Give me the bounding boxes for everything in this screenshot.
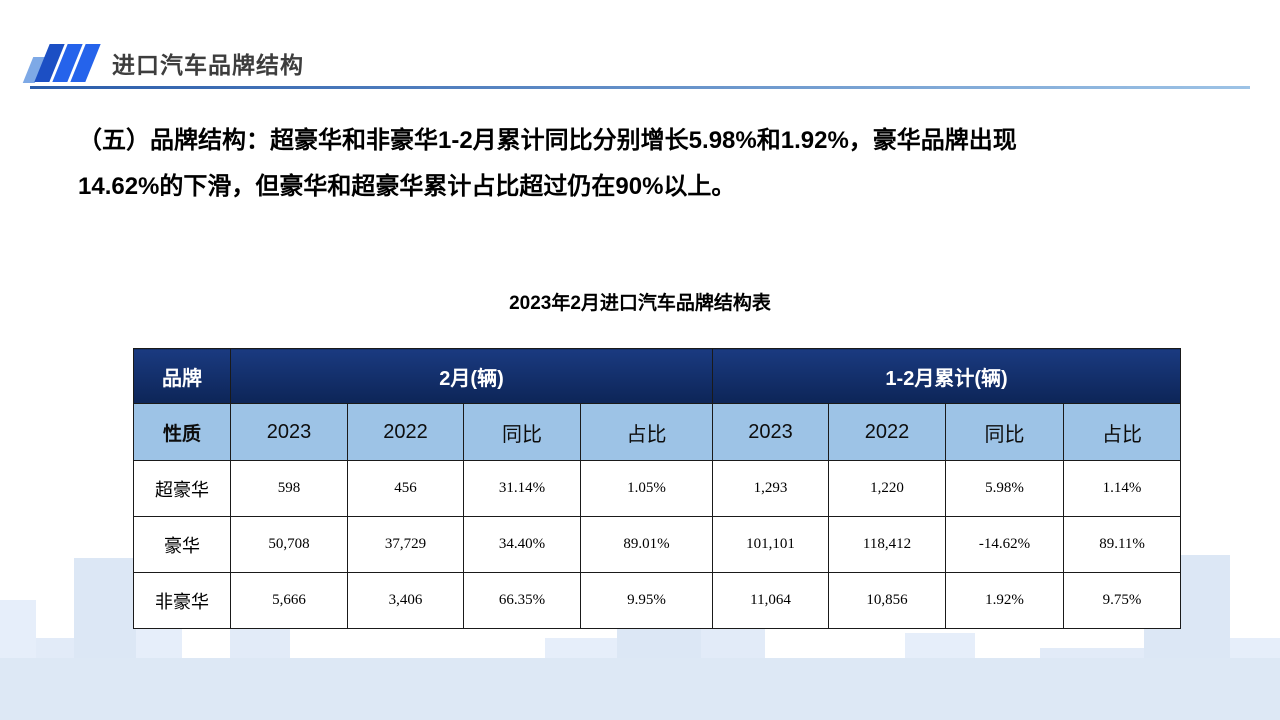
table-cell: 9.75% — [1063, 572, 1182, 629]
table-subheader-row: 性质 2023 2022 同比 占比 2023 2022 同比 占比 — [133, 403, 1182, 461]
header-divider — [30, 86, 1250, 89]
table-cell: 9.95% — [579, 572, 714, 629]
column-header: 2022 — [828, 403, 947, 461]
table-cell: 1.14% — [1063, 460, 1182, 517]
group-header-february: 2月(辆) — [229, 348, 714, 404]
table-cell: 89.01% — [579, 516, 714, 573]
table-row: 豪华 50,708 37,729 34.40% 89.01% 101,101 1… — [133, 516, 1182, 573]
table-title: 2023年2月进口汽车品牌结构表 — [509, 293, 771, 314]
summary-line-1: （五）品牌结构：超豪华和非豪华1-2月累计同比分别增长5.98%和1.92%，豪… — [78, 127, 1017, 154]
table-cell: 50,708 — [230, 516, 348, 573]
table-cell: 456 — [347, 460, 464, 517]
brand-structure-table: 品牌 2月(辆) 1-2月累计(辆) 性质 2023 2022 同比 占比 20… — [133, 348, 1182, 629]
row-label: 超豪华 — [133, 460, 231, 517]
building-shape — [1040, 648, 1144, 658]
summary-text: （五）品牌结构：超豪华和非豪华1-2月累计同比分别增长5.98%和1.92%，豪… — [78, 118, 1218, 210]
slide-header: 进口汽车品牌结构 — [22, 42, 304, 84]
column-header: 占比 — [579, 403, 714, 461]
column-header: 同比 — [945, 403, 1065, 461]
table-cell: 1.05% — [579, 460, 714, 517]
table-cell: 10,856 — [828, 572, 947, 629]
corner-nature-cell: 性质 — [133, 403, 231, 461]
row-label: 豪华 — [133, 516, 231, 573]
table-cell: 11,064 — [712, 572, 830, 629]
table-group-header-row: 品牌 2月(辆) 1-2月累计(辆) — [133, 348, 1182, 404]
group-header-cumulative: 1-2月累计(辆) — [712, 348, 1182, 404]
table-cell: 1,293 — [712, 460, 830, 517]
table-cell: 66.35% — [463, 572, 581, 629]
table-cell: 1,220 — [828, 460, 947, 517]
table-cell: 3,406 — [347, 572, 464, 629]
slashes-icon — [22, 43, 101, 83]
table-cell: 34.40% — [463, 516, 581, 573]
building-shape — [545, 638, 617, 658]
table-row: 超豪华 598 456 31.14% 1.05% 1,293 1,220 5.9… — [133, 460, 1182, 517]
table-cell: 37,729 — [347, 516, 464, 573]
column-header: 2023 — [712, 403, 830, 461]
table-cell: 5.98% — [945, 460, 1065, 517]
table-cell: 89.11% — [1063, 516, 1182, 573]
building-shape — [1230, 638, 1280, 658]
table-cell: -14.62% — [945, 516, 1065, 573]
table-cell: 5,666 — [230, 572, 348, 629]
summary-line-2: 14.62%的下滑，但豪华和超豪华累计占比超过仍在90%以上。 — [78, 173, 736, 200]
building-shape — [0, 600, 36, 658]
building-shape — [905, 633, 975, 658]
table-cell: 1.92% — [945, 572, 1065, 629]
column-header: 2022 — [347, 403, 464, 461]
building-shape — [74, 558, 136, 658]
corner-brand-cell: 品牌 — [133, 348, 231, 404]
column-header: 占比 — [1063, 403, 1182, 461]
table-cell: 118,412 — [828, 516, 947, 573]
table-cell: 598 — [230, 460, 348, 517]
column-header: 同比 — [463, 403, 581, 461]
table-row: 非豪华 5,666 3,406 66.35% 9.95% 11,064 10,8… — [133, 572, 1182, 629]
table-cell: 31.14% — [463, 460, 581, 517]
building-shape — [36, 638, 74, 658]
row-label: 非豪华 — [133, 572, 231, 629]
table-cell: 101,101 — [712, 516, 830, 573]
skyline-base-band — [0, 658, 1280, 720]
column-header: 2023 — [230, 403, 348, 461]
page-title: 进口汽车品牌结构 — [112, 52, 304, 78]
